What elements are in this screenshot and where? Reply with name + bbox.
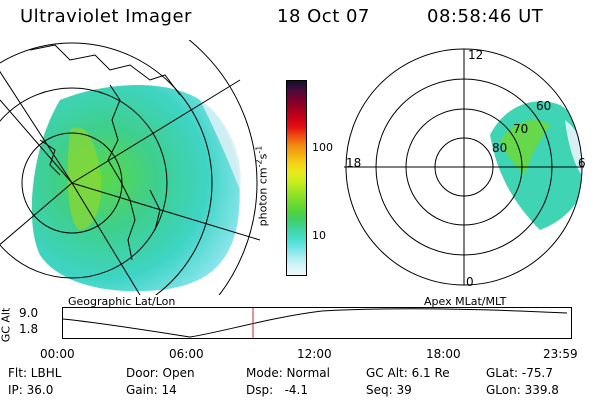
latitude-circle bbox=[188, 40, 258, 295]
mlt-label-0: 0 bbox=[466, 275, 474, 289]
colorbar bbox=[286, 80, 307, 276]
status-glon: GLon: 339.8 bbox=[486, 383, 559, 397]
polar-plot: 12 18 6 0 60 70 80 bbox=[344, 48, 586, 289]
auroral-emission-bright bbox=[67, 127, 102, 230]
mlat-label-60: 60 bbox=[536, 99, 551, 113]
orbit-xtick-0000: 00:00 bbox=[40, 347, 75, 361]
altitude-curve bbox=[62, 308, 568, 338]
status-dsp: Dsp: -4.1 bbox=[246, 383, 309, 397]
orbit-xtick-2359: 23:59 bbox=[543, 347, 578, 361]
longitude-line bbox=[71, 182, 260, 241]
mlat-label-80: 80 bbox=[492, 141, 507, 155]
colorbar-tick-10: 10 bbox=[312, 229, 326, 242]
auroral-emission-fringe bbox=[200, 100, 241, 190]
longitude-line bbox=[71, 182, 141, 295]
status-gc-alt: GC Alt: 6.1 Re bbox=[366, 366, 450, 380]
orbit-ytick-high: 9.0 bbox=[19, 306, 39, 320]
mlt-label-6: 6 bbox=[578, 156, 586, 170]
longitude-line bbox=[0, 182, 73, 246]
status-glat: GLat: -75.7 bbox=[486, 366, 553, 380]
orbit-xtick-1800: 18:00 bbox=[426, 347, 461, 361]
colorbar-tick-100: 100 bbox=[312, 141, 333, 154]
orbit-ytick-low: 1.8 bbox=[19, 322, 39, 336]
status-gain: Gain: 14 bbox=[126, 383, 177, 397]
date-label: 18 Oct 07 bbox=[277, 6, 370, 27]
status-filter: Flt: LBHL bbox=[8, 366, 62, 380]
orbit-xtick-1200: 12:00 bbox=[297, 347, 332, 361]
orbit-plot bbox=[62, 307, 572, 339]
status-seq: Seq: 39 bbox=[366, 383, 412, 397]
mlt-label-18: 18 bbox=[346, 156, 361, 170]
status-ip: IP: 36.0 bbox=[8, 383, 54, 397]
time-label: 08:58:46 UT bbox=[427, 6, 544, 27]
status-mode: Mode: Normal bbox=[246, 366, 330, 380]
right-panel-title: Apex MLat/MLT bbox=[424, 295, 507, 308]
mlat-label-70: 70 bbox=[513, 122, 528, 136]
orbit-plot-frame bbox=[62, 307, 572, 339]
auroral-oval-bright bbox=[500, 120, 550, 175]
geographic-image bbox=[0, 40, 260, 295]
longitude-line bbox=[71, 79, 241, 184]
instrument-title: Ultraviolet Imager bbox=[20, 6, 192, 27]
left-panel-title: Geographic Lat/Lon bbox=[68, 295, 176, 308]
mlt-label-12: 12 bbox=[468, 48, 483, 62]
orbit-xtick-0600: 06:00 bbox=[169, 347, 204, 361]
latitude-circle bbox=[0, 42, 213, 295]
longitude-line bbox=[0, 99, 73, 184]
coastline bbox=[29, 44, 181, 261]
latitude-circle bbox=[0, 87, 168, 279]
status-door: Door: Open bbox=[126, 366, 195, 380]
